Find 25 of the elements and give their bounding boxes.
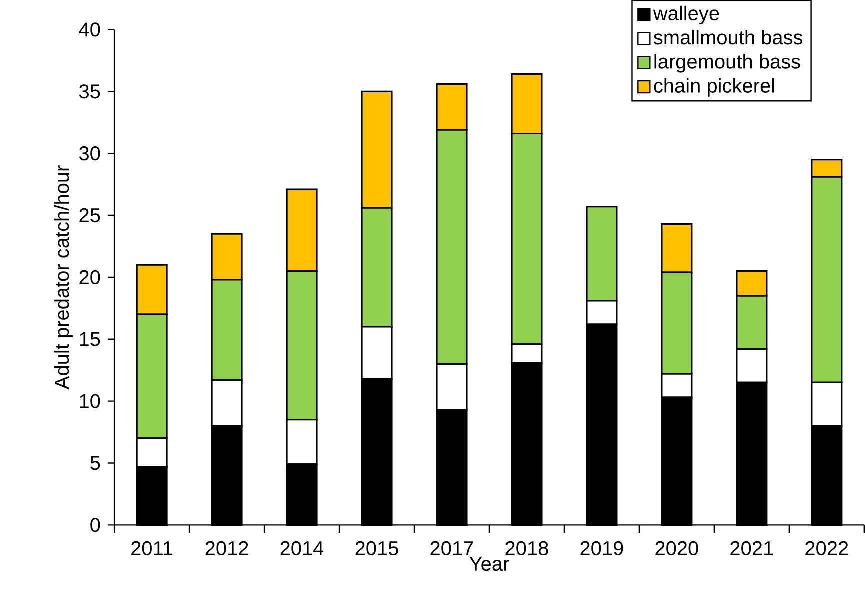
legend-label: chain pickerel xyxy=(654,78,774,97)
x-tick-label: 2015 xyxy=(356,541,398,556)
x-tick-label: 2014 xyxy=(280,541,324,556)
y-tick-label: 30 xyxy=(79,146,100,161)
x-tick-label: 2011 xyxy=(132,541,173,556)
x-axis-title: Year xyxy=(470,557,510,572)
x-tick-label: 2019 xyxy=(580,541,624,556)
x-tick-label: 2018 xyxy=(506,541,548,556)
x-tick-label: 2017 xyxy=(430,541,474,556)
x-tick-label: 2021 xyxy=(730,541,774,556)
x-tick-label: 2022 xyxy=(806,541,848,556)
y-axis-title: Adult predator catch/hour xyxy=(54,166,74,390)
x-tick-label: 2020 xyxy=(656,541,698,556)
y-tick-label: 35 xyxy=(79,84,100,99)
legend-label: walleye xyxy=(653,6,720,24)
legend-label: largemouth bass xyxy=(654,54,800,73)
y-tick-label: 0 xyxy=(90,518,100,532)
y-tick-label: 25 xyxy=(80,208,100,223)
y-tick-label: 5 xyxy=(90,456,100,470)
y-tick-label: 40 xyxy=(79,22,100,37)
legend-label: smallmouth bass xyxy=(654,30,803,45)
x-tick-label: 2012 xyxy=(206,541,248,556)
y-tick-label: 15 xyxy=(80,332,100,346)
y-tick-label: 10 xyxy=(80,394,100,408)
y-tick-label: 20 xyxy=(80,270,100,284)
